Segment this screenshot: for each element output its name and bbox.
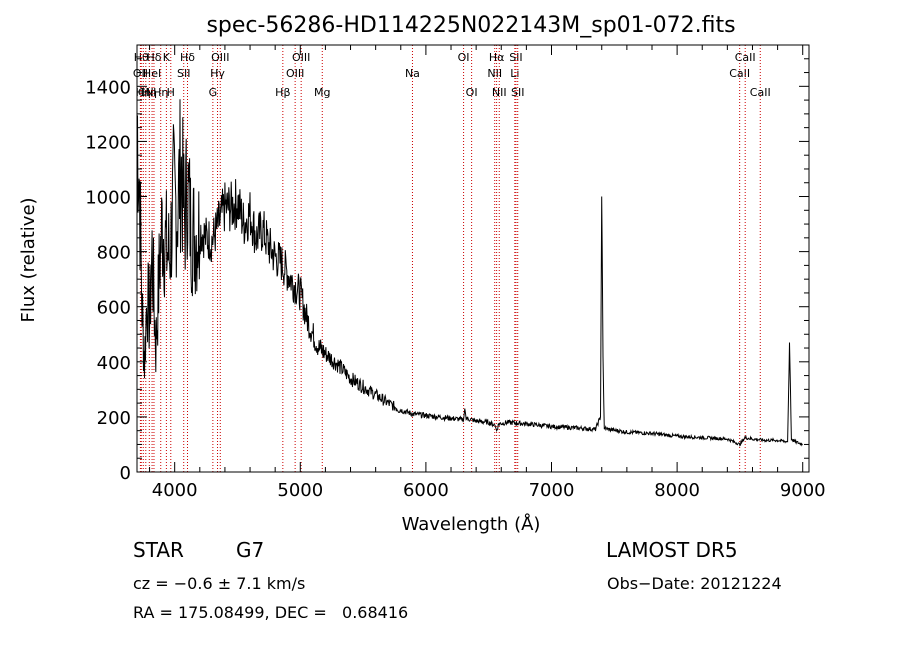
- y-tick-label-7: 1400: [85, 77, 131, 98]
- marker-label-16: OIII: [286, 67, 304, 80]
- spectrum-series-line: [136, 99, 803, 447]
- marker-label-12: G: [209, 86, 218, 99]
- marker-label-13: Hγ: [210, 67, 225, 80]
- marker-label-17: OIII: [292, 51, 310, 64]
- marker-label-22: NII: [487, 67, 502, 80]
- marker-label-6: Hδ: [146, 51, 161, 64]
- marker-label-0: Hθ: [134, 51, 149, 64]
- marker-label-15: Hβ: [275, 86, 290, 99]
- x-tick-label-1: 5000: [277, 480, 323, 501]
- y-tick-label-4: 800: [97, 243, 131, 264]
- marker-label-21: OI: [466, 86, 478, 99]
- y-tick-label-5: 1000: [85, 188, 131, 209]
- x-tick-label-2: 6000: [403, 480, 449, 501]
- object-class: STAR: [133, 538, 184, 562]
- y-tick-label-0: 0: [120, 463, 131, 484]
- marker-label-14: OIII: [211, 51, 229, 64]
- survey-name: LAMOST DR5: [606, 538, 738, 562]
- marker-label-4: Hη: [142, 86, 157, 99]
- axes: 4000 5000 6000 7000 8000 9000 0 200 400 600 800 100…: [85, 45, 826, 501]
- y-tick-label-3: 600: [97, 298, 131, 319]
- y-tick-label-1: 200: [97, 408, 131, 429]
- marker-label-19: Na: [405, 67, 420, 80]
- marker-label-24: NII: [492, 86, 507, 99]
- marker-label-20: OI: [458, 51, 470, 64]
- redshift-velocity: cz = −0.6 ± 7.1 km/s: [133, 574, 306, 593]
- marker-label-30: CaII: [750, 86, 771, 99]
- marker-label-18: Mg: [314, 86, 330, 99]
- y-tick-label-6: 1200: [85, 132, 131, 153]
- marker-label-28: CaII: [729, 67, 750, 80]
- x-tick-label-4: 8000: [654, 480, 700, 501]
- marker-label-8: K: [163, 51, 171, 64]
- y-axis-label: Flux (relative): [18, 197, 39, 322]
- marker-label-29: CaII: [735, 51, 756, 64]
- chart-title: spec-56286-HD114225N022143M_sp01-072.fit…: [206, 13, 735, 38]
- spectral-line-markers: HθHηOIICNHηHeIHδHηKHSIIHδGHγOIIIHβOIIIOI…: [133, 45, 771, 472]
- marker-label-9: H: [167, 86, 175, 99]
- marker-label-7: Hη: [153, 86, 168, 99]
- plot-frame: [136, 44, 810, 473]
- marker-label-11: Hδ: [180, 51, 195, 64]
- marker-label-10: SII: [177, 67, 190, 80]
- coordinates: RA = 175.08499, DEC = 0.68416: [133, 603, 409, 622]
- y-tick-label-2: 400: [97, 353, 131, 374]
- x-tick-label-3: 7000: [529, 480, 575, 501]
- x-tick-label-0: 4000: [152, 480, 198, 501]
- x-tick-label-5: 9000: [780, 480, 826, 501]
- marker-label-25: Li: [510, 67, 519, 80]
- observation-date: Obs−Date: 20121224: [607, 574, 782, 593]
- marker-label-23: Hα: [489, 51, 505, 64]
- marker-label-27: SII: [511, 86, 524, 99]
- object-subclass: G7: [236, 538, 265, 562]
- x-axis-label: Wavelength (Å): [402, 513, 541, 535]
- marker-label-3: CN: [138, 86, 154, 99]
- marker-label-1: Hη: [136, 86, 151, 99]
- marker-label-26: SII: [509, 51, 522, 64]
- marker-label-5: HeI: [143, 67, 161, 80]
